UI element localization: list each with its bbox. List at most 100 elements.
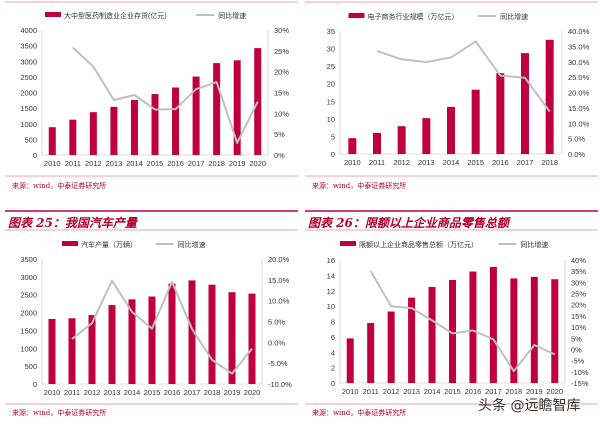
x-tick-label: 2010	[342, 387, 359, 396]
right-tick-label: 15.0%	[268, 276, 290, 285]
x-tick-label: 2013	[403, 387, 420, 396]
right-tick-label: 10%	[571, 323, 586, 332]
left-tick-label: 14	[327, 271, 335, 280]
x-tick-label: 2014	[126, 159, 143, 168]
bar	[472, 90, 480, 154]
left-tick-label: 0	[33, 380, 37, 389]
right-tick-label: 10%	[274, 109, 289, 118]
bar	[447, 107, 455, 154]
bar	[49, 319, 56, 384]
legend-bar-swatch	[62, 241, 78, 246]
left-tick-label: 1500	[20, 104, 37, 113]
x-tick-label: 2014	[124, 388, 141, 397]
x-tick-label: 2020	[249, 159, 266, 168]
x-tick-label: 2010	[44, 159, 61, 168]
right-tick-label: 30%	[274, 26, 289, 35]
right-tick-label: 0.0%	[268, 338, 285, 347]
x-tick-label: 2015	[147, 159, 164, 168]
legend-line-label: 同比增速	[520, 240, 548, 249]
bar	[531, 277, 538, 383]
x-tick-label: 2014	[424, 387, 441, 396]
left-tick-label: 30	[327, 45, 335, 54]
left-tick-label: 25	[327, 62, 335, 71]
chart-auto-production: 0500100015002000250030003500-10.0%-5.0%0…	[0, 200, 300, 422]
bar	[152, 94, 159, 155]
right-tick-label: 20.0%	[268, 255, 290, 264]
x-tick-label: 2016	[492, 158, 509, 167]
bar	[254, 48, 261, 155]
left-tick-label: 1000	[20, 344, 37, 353]
right-tick-label: 5.0%	[568, 135, 585, 144]
bar	[213, 63, 220, 155]
x-tick-label: 2010	[44, 388, 61, 397]
watermark: 头条 @远瞻智库	[478, 395, 580, 415]
left-tick-label: 16	[327, 256, 335, 265]
bar	[110, 107, 117, 155]
x-tick-label: 2014	[443, 158, 460, 167]
bar	[521, 53, 529, 154]
chart-retail-sales: 0246810121416-15%-10%-5%0%5%10%15%20%25%…	[300, 200, 600, 422]
growth-line	[371, 271, 555, 371]
x-tick-label: 2020	[244, 388, 261, 397]
bar	[398, 126, 406, 154]
left-tick-label: 6	[331, 333, 335, 342]
right-tick-label: -5%	[571, 357, 585, 366]
left-tick-label: 5	[331, 132, 335, 141]
x-tick-label: 2019	[229, 159, 246, 168]
bar	[429, 287, 436, 383]
growth-line	[72, 281, 252, 374]
right-tick-label: 15.0%	[568, 104, 590, 113]
right-tick-label: 40.0%	[568, 27, 590, 36]
bar	[149, 297, 156, 385]
x-tick-label: 2015	[467, 158, 484, 167]
right-tick-label: 5%	[274, 130, 285, 139]
figure-title: 图表 26：限额以上企业商品零售总额	[308, 214, 509, 231]
x-tick-label: 2017	[188, 159, 205, 168]
bar	[373, 133, 381, 154]
left-tick-label: 35	[327, 27, 335, 36]
legend-bar-swatch	[45, 12, 61, 17]
right-tick-label: -10.0%	[268, 380, 292, 389]
legend-bar-swatch	[349, 13, 365, 18]
left-tick-label: 10	[327, 115, 335, 124]
source-note: 来源：wind，中泰证券研究所	[12, 408, 106, 418]
bar	[347, 338, 354, 383]
right-tick-label: 0%	[274, 151, 285, 160]
x-tick-label: 2012	[383, 387, 400, 396]
bar	[422, 118, 430, 154]
right-tick-label: 10.0%	[268, 297, 290, 306]
right-tick-label: 25.0%	[568, 73, 590, 82]
x-tick-label: 2018	[204, 388, 221, 397]
left-tick-label: 2000	[20, 309, 37, 318]
left-tick-label: 0	[331, 150, 335, 159]
x-tick-label: 2010	[344, 158, 361, 167]
x-tick-label: 2016	[164, 388, 181, 397]
bar	[469, 272, 476, 383]
figure-title: 图表 25：我国汽车产量	[8, 214, 137, 231]
bar	[551, 279, 558, 383]
source-note: 来源：wind，中泰证券研究所	[312, 408, 406, 418]
right-tick-label: 0%	[571, 345, 582, 354]
bar	[209, 285, 216, 384]
left-tick-label: 0	[331, 379, 335, 388]
right-tick-label: 20%	[571, 301, 586, 310]
right-tick-label: 5%	[571, 334, 582, 343]
right-tick-label: 35%	[571, 267, 586, 276]
bar	[90, 112, 97, 155]
bar	[249, 294, 256, 384]
x-tick-label: 2017	[517, 158, 534, 167]
right-tick-label: -15%	[571, 379, 589, 388]
legend-line-label: 同比增速	[500, 12, 528, 21]
left-tick-label: 10	[327, 302, 335, 311]
bar	[131, 100, 138, 155]
x-tick-label: 2018	[541, 158, 558, 167]
bar	[367, 323, 374, 383]
bar	[496, 73, 504, 154]
x-tick-label: 2011	[363, 387, 379, 396]
right-tick-label: -5.0%	[268, 359, 288, 368]
left-tick-label: 3000	[20, 57, 37, 66]
left-tick-label: 2500	[20, 73, 37, 82]
